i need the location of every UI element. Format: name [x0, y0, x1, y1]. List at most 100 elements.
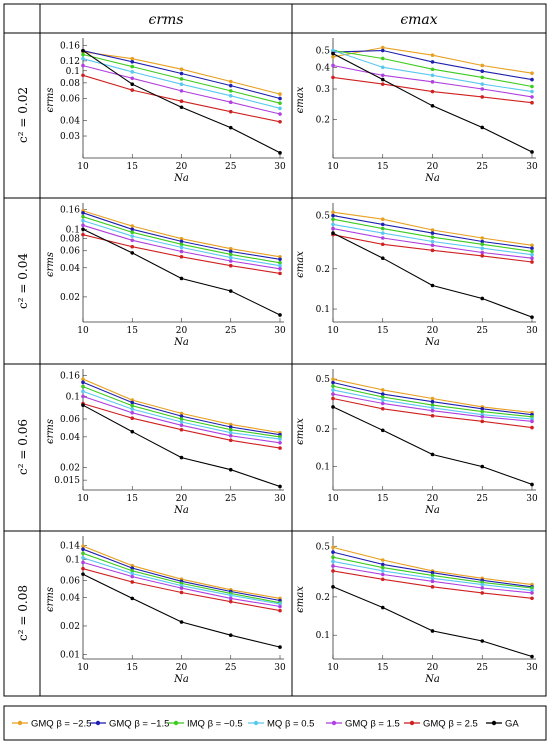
chart-panel-4: 10 15 20 25 30 0.1 0.2 0.5 Na ϵmax [295, 203, 538, 348]
data-point [380, 395, 385, 399]
data-point [81, 560, 85, 565]
x-tick-label: 10 [77, 162, 89, 172]
data-point [530, 315, 534, 319]
data-point [278, 602, 282, 606]
x-tick-label: 30 [526, 326, 538, 336]
data-point [331, 231, 335, 235]
data-point [480, 246, 485, 251]
y-tick-label: 0.5 [316, 47, 331, 57]
data-point [179, 414, 184, 418]
data-point [530, 252, 534, 257]
legend-swatch-marker [173, 720, 179, 726]
data-point [380, 231, 385, 235]
data-point [331, 380, 335, 385]
x-tick-label: 10 [327, 663, 339, 673]
data-point [179, 455, 184, 460]
data-point [380, 48, 385, 53]
x-tick-label: 30 [274, 494, 286, 504]
legend-label: GMQ β = −1.5 [109, 719, 169, 730]
data-point [331, 396, 335, 401]
data-point [380, 401, 385, 406]
data-point [228, 422, 233, 427]
data-point [331, 569, 335, 573]
data-point [480, 242, 485, 247]
data-point [430, 104, 435, 108]
data-point [179, 245, 184, 250]
data-point [130, 410, 135, 415]
x-tick-label: 10 [77, 663, 89, 673]
legend-label: MQ β = 0.5 [267, 719, 314, 730]
chart-panel-1: 10 15 20 25 30 0.03 0.04 0.06 0.08 0.10.12 0.16 Na ϵ… [45, 38, 286, 184]
data-point [430, 67, 435, 72]
data-point [480, 591, 485, 595]
legend-swatch-marker [491, 720, 497, 726]
data-point [430, 399, 435, 404]
data-point [278, 267, 282, 271]
data-point [430, 408, 435, 413]
x-tick-label: 15 [377, 494, 389, 504]
x-tick-label: 15 [127, 663, 139, 673]
data-point [530, 246, 534, 251]
data-point [179, 420, 184, 424]
y-tick-label: 0.04 [60, 593, 80, 603]
data-point [278, 106, 282, 111]
y-axis-label: ϵrms [45, 88, 56, 113]
data-point [130, 244, 135, 249]
chart-panel-2: 10 15 20 25 30 0.2 0.3 0.4 0.5 Na ϵmax [295, 38, 538, 184]
data-point [130, 566, 135, 570]
legend-item-6: GMQ β = 2.5 [404, 719, 478, 730]
data-point [130, 56, 135, 61]
data-point [81, 52, 85, 57]
data-point [331, 217, 335, 222]
data-point [179, 242, 184, 247]
data-point [278, 257, 282, 262]
data-point [380, 398, 385, 402]
data-point [380, 256, 385, 261]
data-point [278, 101, 282, 105]
data-point [380, 56, 385, 61]
x-axis-label: Na [173, 674, 189, 685]
y-tick-label: 0.5 [316, 212, 331, 222]
x-axis-label: Na [424, 173, 440, 184]
data-point [380, 428, 385, 433]
x-tick-label: 10 [77, 494, 89, 504]
x-tick-label: 25 [477, 494, 489, 504]
data-point [480, 82, 485, 86]
data-point [130, 574, 135, 579]
y-axis-label: ϵrms [45, 419, 56, 444]
data-point [179, 249, 184, 254]
y-tick-label: 0.16 [60, 206, 80, 216]
data-point [228, 94, 233, 98]
data-point [130, 88, 135, 92]
legend-item-7: GA [486, 719, 519, 730]
x-tick-label: 30 [526, 162, 538, 172]
legend-swatch-marker [95, 720, 101, 726]
data-point [130, 407, 135, 411]
x-axis-label: Na [173, 505, 189, 516]
data-point [480, 639, 485, 643]
y-axis-label: ϵrms [45, 587, 56, 612]
data-point [130, 563, 135, 568]
legend-item-5: GMQ β = 1.5 [326, 719, 400, 730]
data-point [278, 484, 282, 489]
data-point [480, 69, 485, 73]
data-point [480, 419, 485, 424]
x-tick-label: 25 [477, 663, 489, 673]
data-point [380, 217, 385, 222]
data-point [130, 70, 135, 74]
data-point [430, 243, 435, 248]
data-point [228, 433, 233, 438]
data-point [278, 446, 282, 450]
data-point [179, 67, 184, 71]
data-point [530, 419, 534, 424]
y-tick-label: 0.1 [66, 67, 80, 77]
chart-panel-7: 10 15 20 25 30 0.01 0.02 0.04 0.06 0.1 0.14 Na ϵrms [45, 536, 286, 685]
data-point [380, 226, 385, 231]
data-point [331, 63, 335, 68]
row-header-1: c² = 0.02 [16, 87, 30, 143]
data-point [430, 60, 435, 64]
data-point [380, 82, 385, 86]
data-point [81, 227, 85, 232]
y-tick-label: 0.12 [60, 57, 80, 67]
data-point [430, 573, 435, 578]
